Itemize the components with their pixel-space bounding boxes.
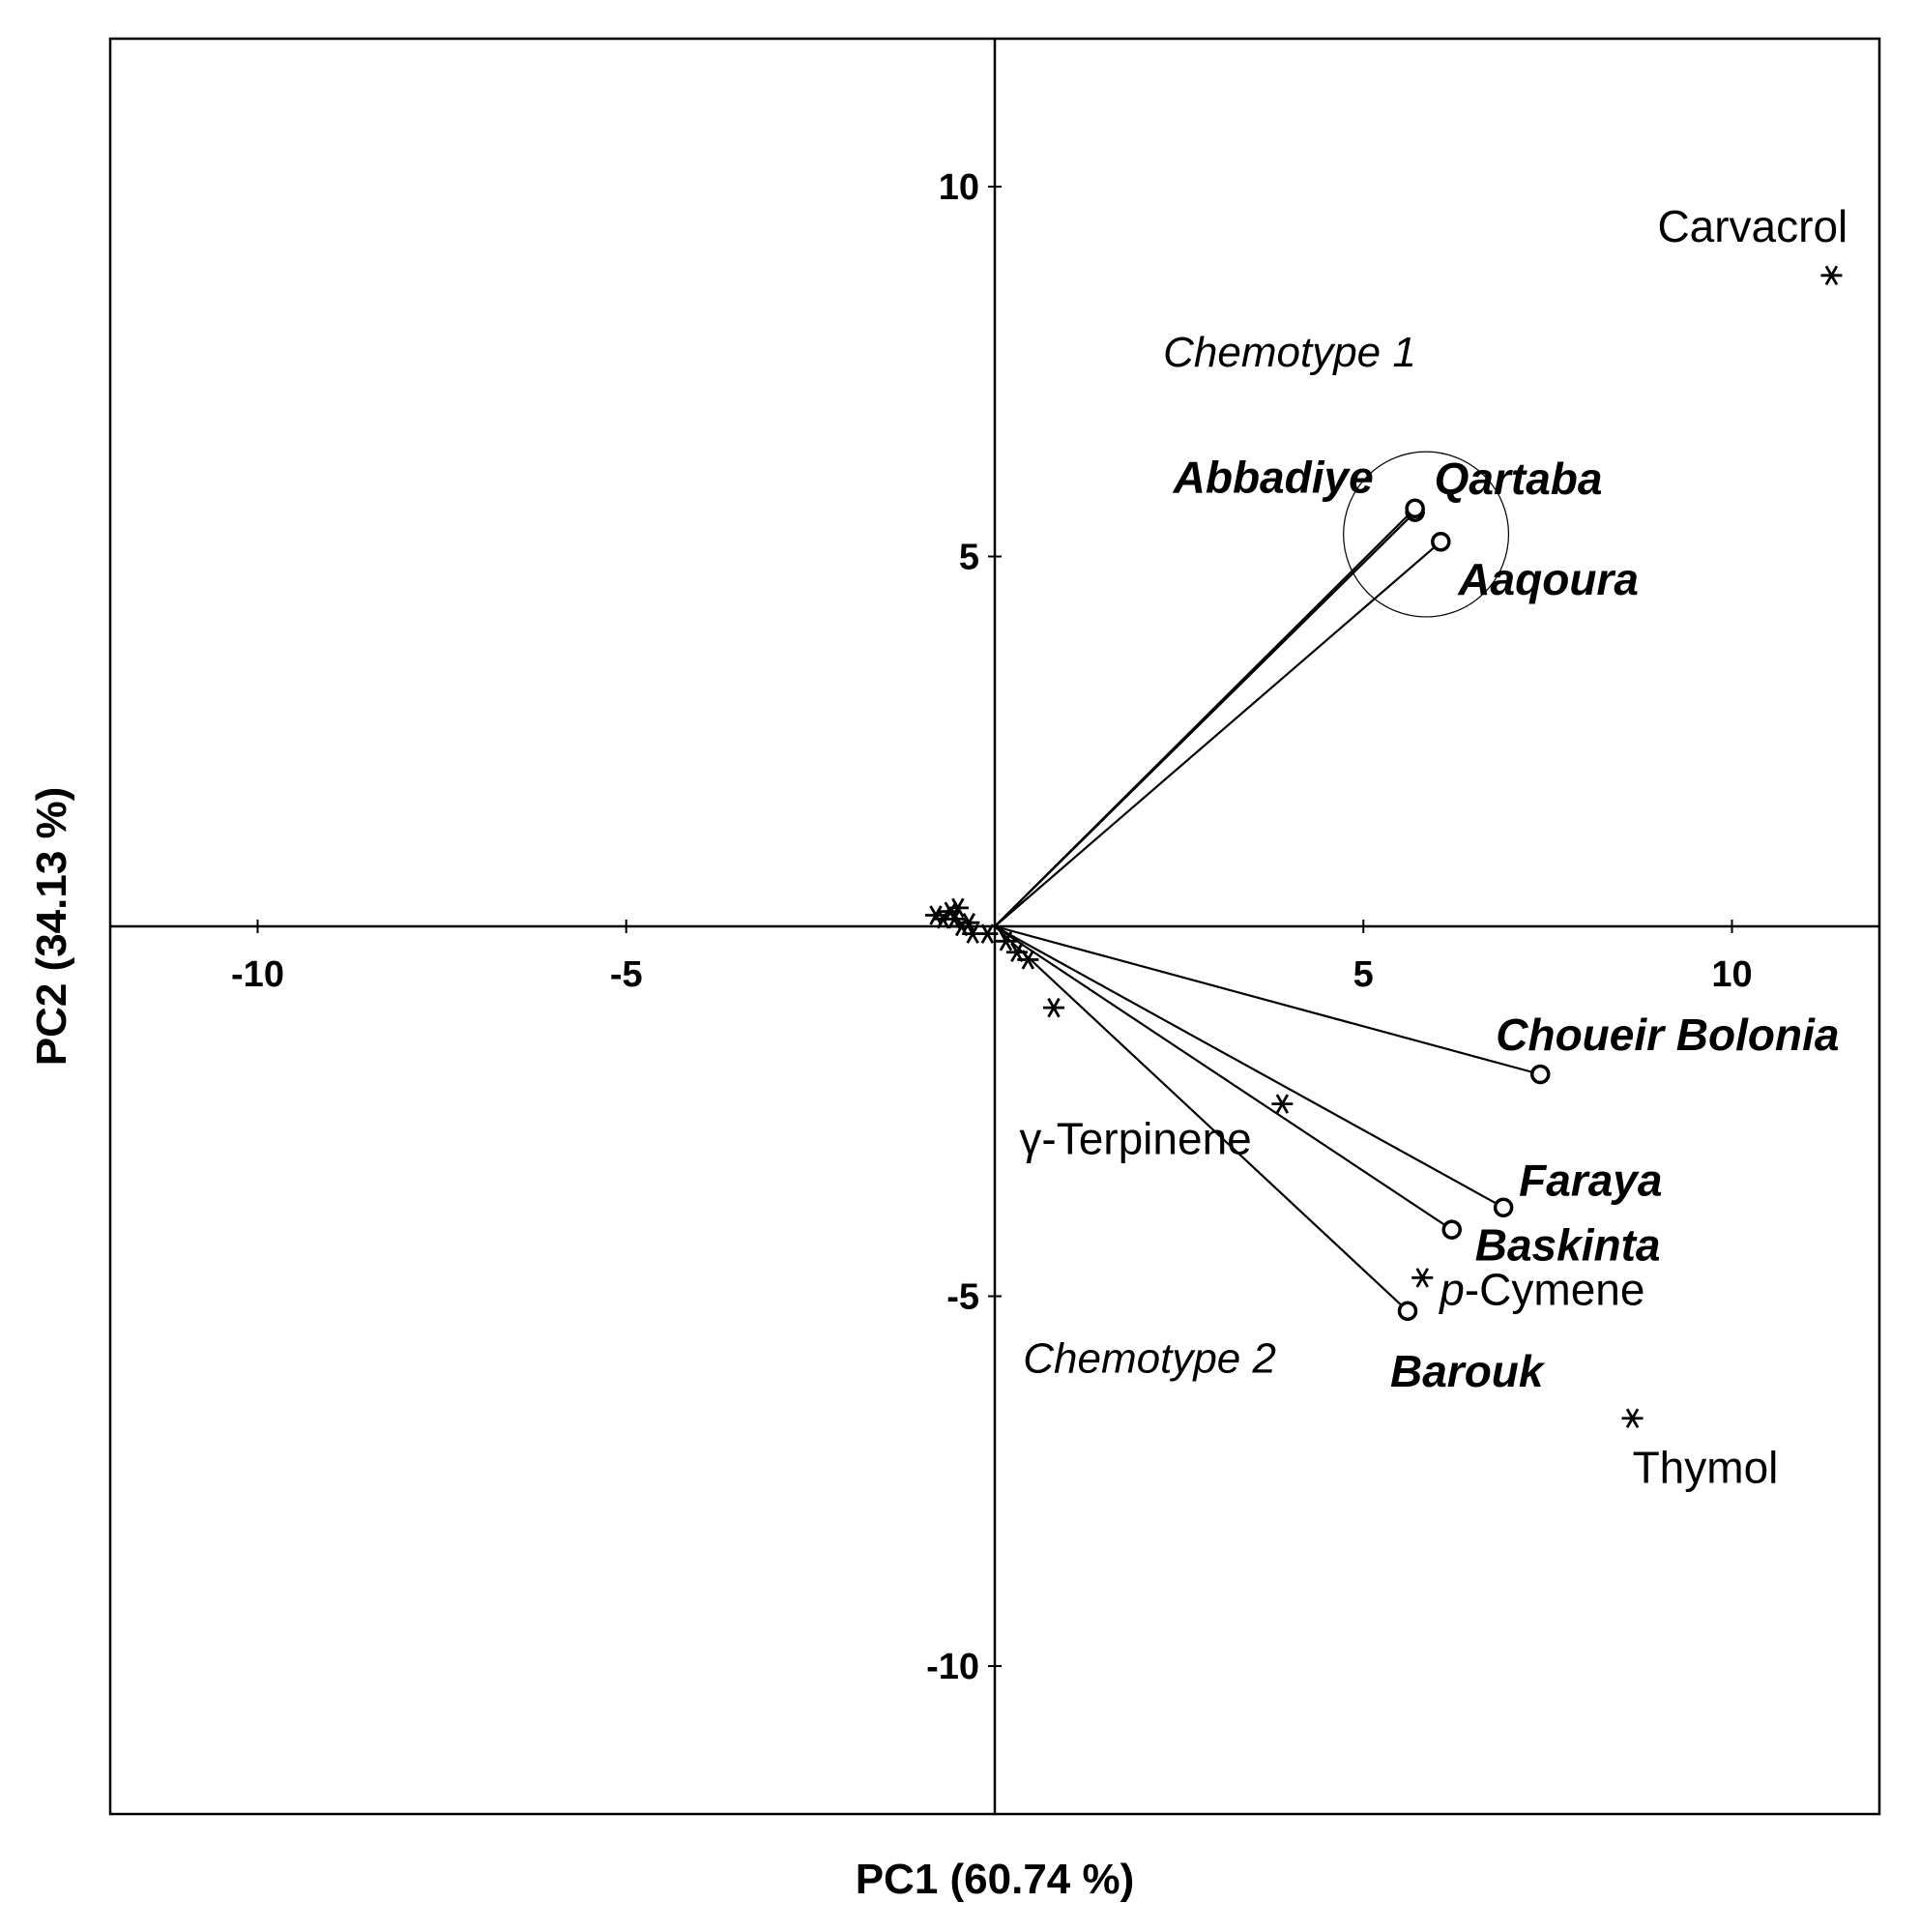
compound-label-carvacrol: Carvacrol — [1657, 201, 1847, 251]
site-label-barouk: Barouk — [1390, 1346, 1546, 1396]
site-point-choueir-bolonia — [1530, 1064, 1551, 1085]
compound-label-p-cymene: p-Cymene — [1438, 1264, 1644, 1314]
compound-point-thymol — [1621, 1408, 1644, 1428]
vector-qartaba — [994, 507, 1416, 927]
compound-point-carvacrol — [1820, 265, 1843, 286]
site-label-choueir-bolonia: Choueir Bolonia — [1496, 1010, 1839, 1060]
compound-point-unlabeled-16 — [958, 912, 980, 933]
vector-choueir-bolonia — [994, 924, 1541, 1076]
chemotype-label-chemotype-2: Chemotype 2 — [1023, 1335, 1276, 1383]
vector-baskinta — [994, 925, 1453, 1231]
vector-faraya — [994, 925, 1504, 1209]
compound-label-terpinene: γ-Terpinene — [1019, 1114, 1251, 1164]
site-point-faraya — [1493, 1197, 1514, 1217]
chemotype-label-chemotype-1: Chemotype 1 — [1163, 329, 1416, 376]
axis-ticks: -10 -5 5 10 10 5 -5 -10 — [231, 167, 1753, 1687]
vector-aaqoura — [994, 541, 1442, 927]
site-point-barouk — [1397, 1301, 1418, 1322]
point-labels: Abbadiye Qartaba Aaqoura Choueir Bolonia Far… — [1019, 201, 1847, 1493]
chemotype-1-circle — [1343, 451, 1510, 618]
compound-points — [925, 265, 1843, 1428]
compound-point-unlabeled-13 — [932, 909, 954, 929]
compound-point-unlabeled-14 — [925, 905, 946, 925]
x-axis-title: PC1 (60.74 %) — [856, 1856, 1135, 1903]
compound-point-unlabeled-7 — [995, 931, 1017, 951]
site-label-faraya: Faraya — [1519, 1156, 1662, 1206]
x-tick-label: 10 — [1711, 954, 1752, 995]
compound-point-terpinene — [1271, 1094, 1294, 1114]
site-label-abbadiye: Abbadiye — [1173, 453, 1374, 503]
compound-point-unlabeled-15 — [946, 897, 969, 919]
site-point-qartaba — [1405, 498, 1425, 519]
x-tick-label: -10 — [231, 954, 284, 995]
x-tick-label: 5 — [1353, 954, 1374, 995]
y-axis-title: PC2 (34.13 %) — [28, 787, 75, 1067]
compound-point-unlabeled-6 — [1005, 942, 1028, 963]
compound-point-p-cymene — [1411, 1268, 1434, 1288]
site-point-aaqoura — [1431, 531, 1451, 552]
y-tick-label: -10 — [926, 1647, 979, 1687]
vector-barouk — [994, 925, 1409, 1312]
compound-label-thymol: Thymol — [1633, 1443, 1779, 1493]
compound-point-unlabeled-4 — [1043, 997, 1064, 1018]
site-label-qartaba: Qartaba — [1435, 454, 1603, 504]
site-vectors — [994, 507, 1541, 1312]
site-label-aaqoura: Aaqoura — [1457, 554, 1639, 604]
y-tick-label: 5 — [959, 538, 979, 578]
site-point-baskinta — [1441, 1219, 1462, 1240]
site-points — [1397, 498, 1551, 1322]
cluster-circle-layer — [1343, 451, 1510, 618]
x-tick-label: -5 — [610, 954, 643, 995]
y-tick-label: -5 — [946, 1277, 979, 1318]
site-label-baskinta: Baskinta — [1475, 1220, 1661, 1271]
y-tick-label: 10 — [939, 167, 979, 208]
